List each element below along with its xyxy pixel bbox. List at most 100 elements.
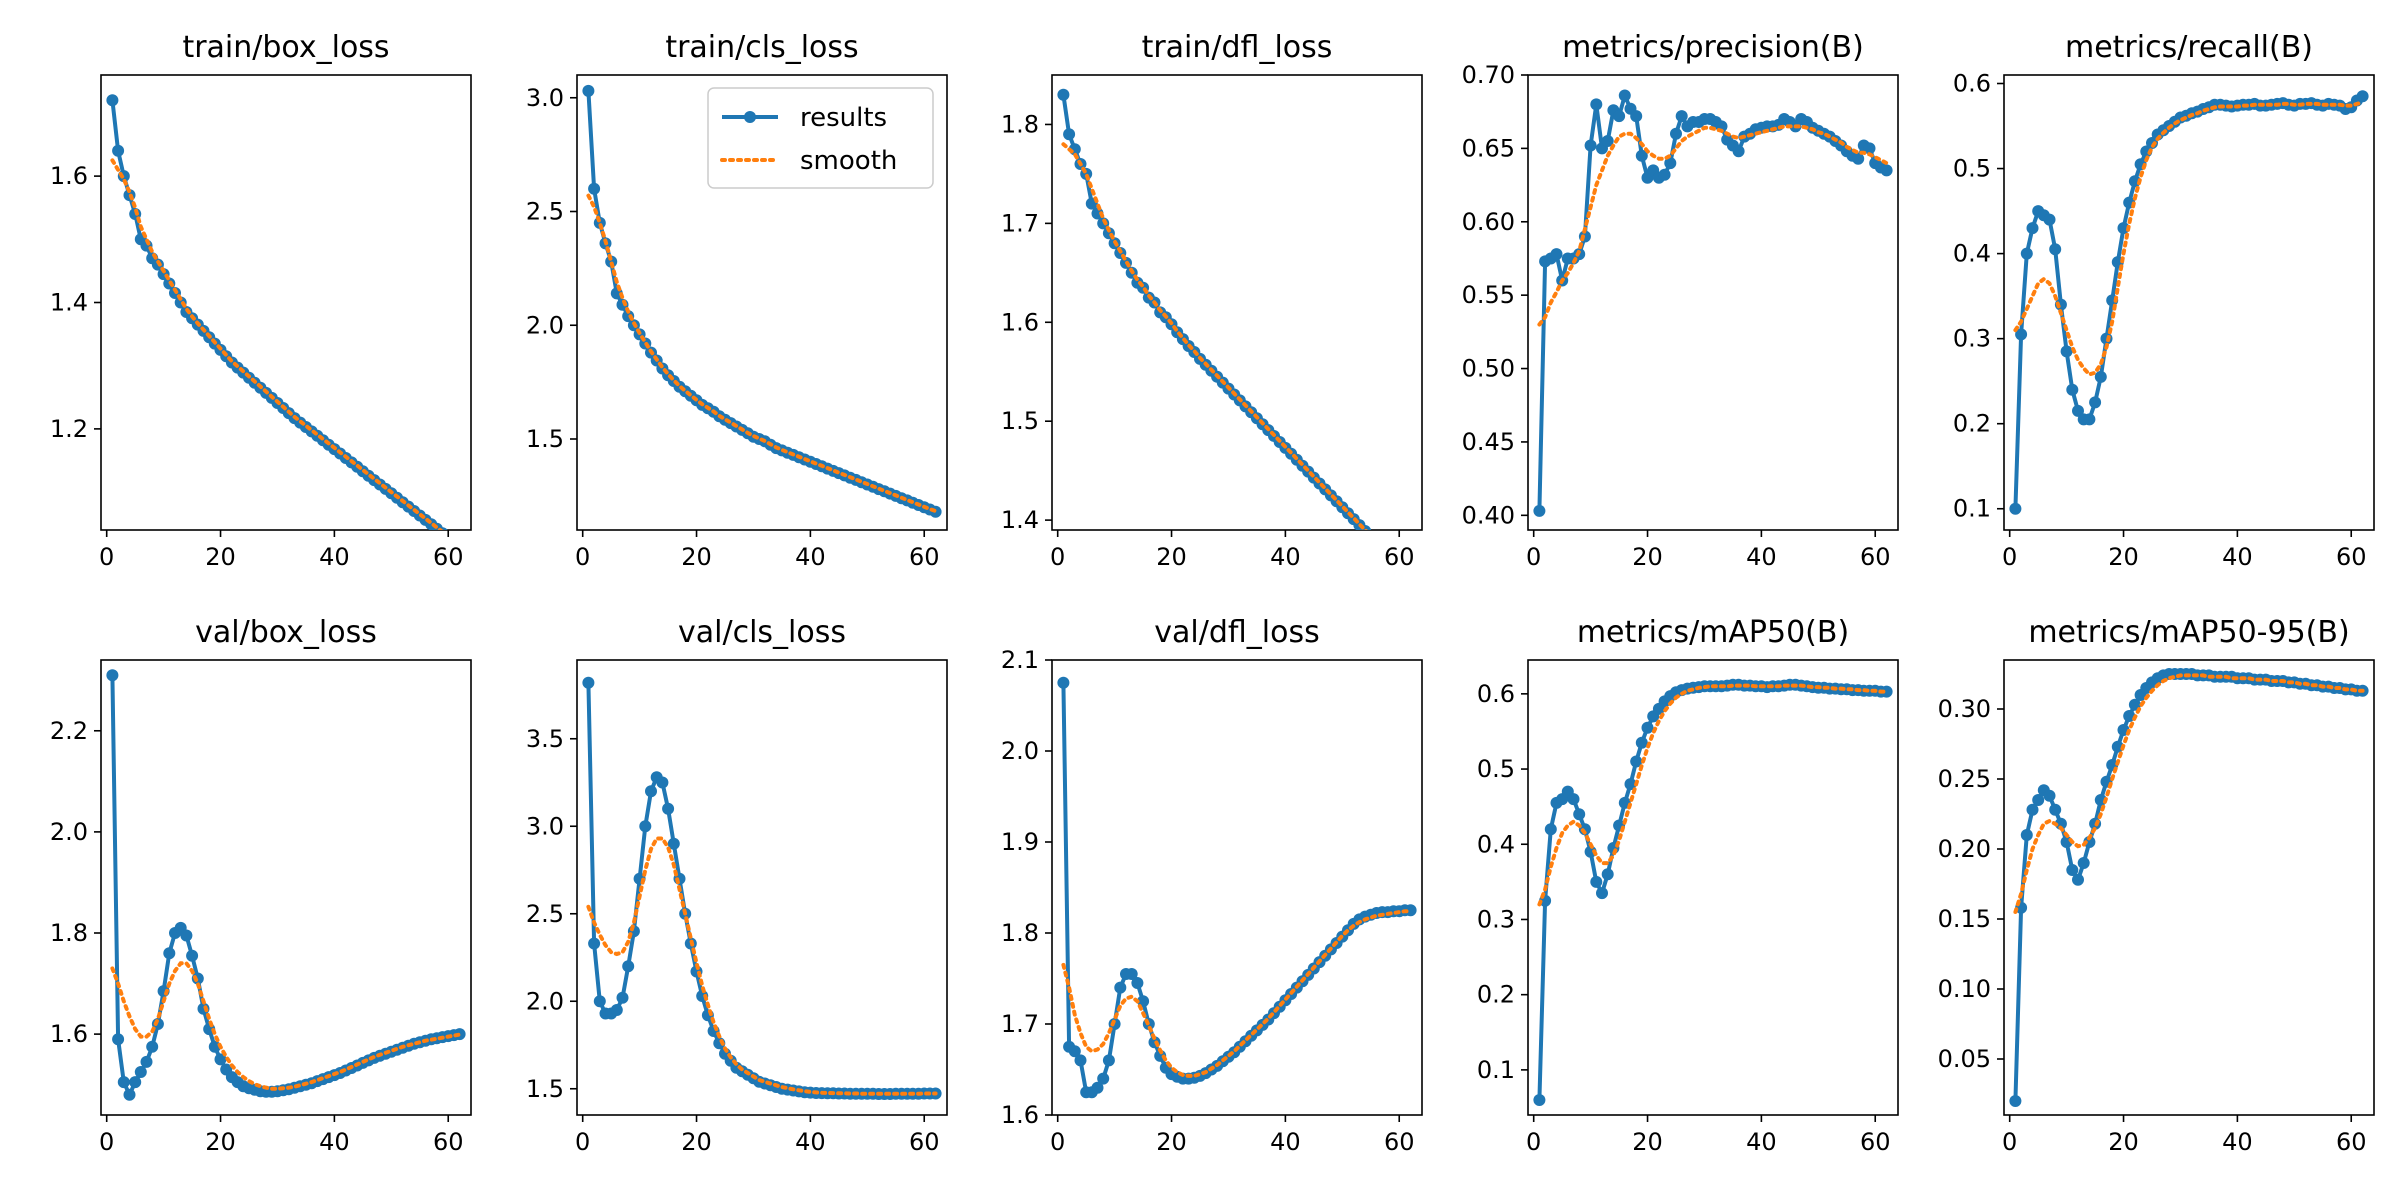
results-point: [1057, 676, 1070, 689]
x-tick-label: 40: [795, 1128, 826, 1156]
results-point: [667, 837, 680, 850]
results-point: [2015, 328, 2028, 341]
results-point: [1533, 504, 1546, 517]
y-tick-label: 2.5: [526, 198, 564, 226]
results-point: [588, 937, 601, 950]
results-point: [1544, 823, 1557, 836]
plot-area: [1533, 678, 1893, 1106]
y-tick-label: 2.5: [526, 900, 564, 928]
legend-results-label: results: [800, 103, 887, 133]
y-tick-label: 3.5: [526, 725, 564, 753]
y-tick-label: 0.40: [1462, 501, 1515, 529]
y-tick-label: 0.50: [1462, 355, 1515, 383]
series-smooth-line: [110, 158, 444, 530]
x-tick-label: 0: [99, 543, 114, 571]
results-point: [1630, 110, 1643, 123]
results-point: [106, 669, 119, 682]
y-tick-label: 0.5: [1953, 155, 1991, 183]
results-point: [1550, 248, 1563, 261]
panel-metrics-precision-b: metrics/precision(B) 0 20 40 60 0.40 0.45 0.50 0…: [1462, 30, 1899, 571]
results-point: [2356, 90, 2369, 103]
results-point: [1863, 142, 1876, 155]
results-point: [2054, 817, 2067, 830]
axes-frame: [576, 74, 948, 531]
results-point: [605, 255, 618, 268]
results-point: [2026, 222, 2039, 235]
panel-val-dfl-loss: val/dfl_loss 0 20 40 60 1.6 1.7 1.8 1.9 2.0 2.1: [1001, 615, 1423, 1156]
legend: results smooth: [707, 87, 934, 189]
y-tick-label: 0.4: [1953, 240, 1991, 268]
panel-title: metrics/precision(B): [1562, 30, 1864, 65]
y-tick-label: 2.0: [1001, 737, 1039, 765]
y-tick-label: 2.1: [1001, 646, 1039, 674]
panel-title: train/dfl_loss: [1142, 30, 1333, 65]
y-tick-label: 0.30: [1938, 695, 1991, 723]
results-point: [2094, 370, 2107, 383]
x-tick-label: 40: [319, 543, 350, 571]
results-point: [1601, 868, 1614, 881]
x-tick-label: 40: [2222, 1128, 2253, 1156]
results-point: [582, 84, 595, 97]
results-point: [117, 1076, 130, 1089]
results-point: [656, 776, 669, 789]
panel-title: val/cls_loss: [678, 615, 846, 650]
y-tick-label: 2.0: [526, 311, 564, 339]
x-tick-label: 20: [2108, 543, 2139, 571]
results-point: [112, 144, 125, 157]
series-smooth-line: [1061, 142, 1368, 530]
panel-title: train/box_loss: [182, 30, 389, 65]
results-point: [1567, 793, 1580, 806]
y-tick-label: 1.6: [1001, 308, 1039, 336]
y-tick-label: 0.10: [1938, 975, 1991, 1003]
y-tick-label: 0.20: [1938, 835, 1991, 863]
y-tick-label: 1.5: [526, 1075, 564, 1103]
y-tick-label: 1.8: [1001, 919, 1039, 947]
y-tick-label: 0.70: [1462, 61, 1515, 89]
results-point: [2049, 243, 2062, 256]
results-point: [2060, 345, 2073, 358]
results-point: [1131, 977, 1144, 989]
results-point: [582, 676, 595, 689]
results-point: [214, 1053, 227, 1066]
results-point: [1880, 164, 1893, 177]
plot-area: [1057, 88, 1372, 530]
y-tick-label: 1.2: [50, 415, 88, 443]
results-point: [1097, 1072, 1110, 1085]
results-point: [1573, 808, 1586, 821]
results-point: [2049, 803, 2062, 816]
series-smooth-line: [2013, 673, 2365, 914]
axes-frame: [1527, 74, 1899, 531]
axes-frame: [1051, 659, 1423, 1116]
panel-title: val/box_loss: [195, 615, 377, 650]
results-point: [1063, 128, 1076, 141]
results-point: [2072, 873, 2084, 886]
x-tick-label: 20: [205, 1128, 236, 1156]
x-tick-label: 40: [1746, 543, 1777, 571]
results-point: [1630, 755, 1643, 768]
series-smooth-line: [586, 836, 938, 1096]
results-point: [2083, 836, 2096, 848]
axes-frame: [576, 659, 948, 1116]
results-point: [2043, 789, 2056, 802]
results-point: [1852, 152, 1865, 165]
series-smooth-line: [586, 193, 938, 514]
x-tick-label: 40: [2222, 543, 2253, 571]
y-tick-label: 3.0: [526, 812, 564, 840]
panel-train-cls-loss: train/cls_loss 0 20 40 60 1.5 2.0 2.5 3.0 results…: [526, 30, 948, 571]
x-tick-label: 60: [2336, 1128, 2367, 1156]
plot-area: [1533, 89, 1893, 517]
results-point: [1068, 1045, 1081, 1058]
results-point: [186, 949, 199, 962]
results-point: [2009, 1095, 2022, 1107]
axes-frame: [1527, 659, 1899, 1116]
series-smooth-line: [2013, 100, 2365, 377]
results-point: [645, 785, 657, 798]
results-point: [123, 1088, 136, 1101]
legend-smooth-label: smooth: [800, 146, 897, 176]
results-point: [622, 960, 635, 973]
results-point: [1635, 736, 1648, 749]
x-tick-label: 60: [433, 1128, 464, 1156]
x-tick-label: 20: [681, 1128, 712, 1156]
results-point: [1658, 168, 1671, 181]
results-point: [1670, 127, 1682, 140]
